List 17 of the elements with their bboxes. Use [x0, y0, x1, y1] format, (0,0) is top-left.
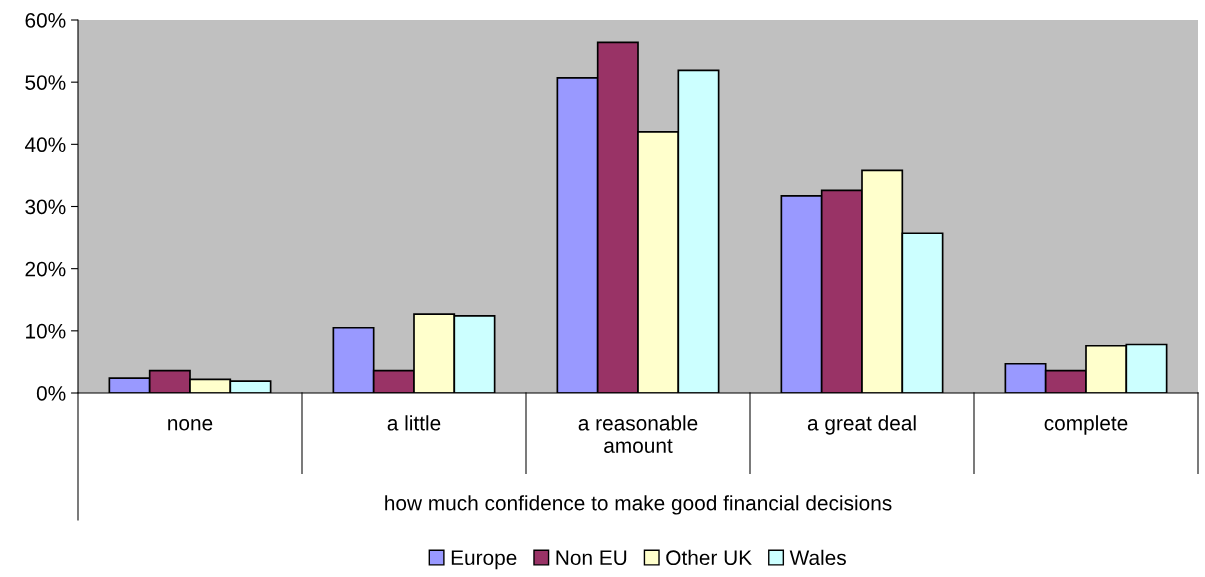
y-tick-label: 40% — [24, 137, 66, 153]
y-tick-label: 30% — [25, 199, 66, 215]
x-tick-label: complete — [1044, 415, 1128, 435]
y-tick-label: 10% — [26, 323, 66, 339]
y-tick-label: 50% — [25, 75, 66, 90]
legend-label: Non EU — [556, 550, 627, 566]
x-tick-label: a little — [387, 415, 441, 431]
x-tick-label: none — [168, 419, 213, 431]
legend-label: Europe — [451, 550, 517, 570]
y-tick-label: 60% — [25, 13, 66, 28]
x-tick-label: a reasonable amount — [578, 415, 698, 453]
y-tick-label: 0% — [36, 386, 66, 401]
legend-label: Other UK — [666, 549, 752, 566]
legend-label: Wales — [789, 549, 846, 566]
x-axis-title: how much confidence to make good financial decisions — [385, 495, 892, 515]
x-tick-label: a great deal — [807, 415, 916, 435]
y-tick-label: 20% — [25, 261, 66, 277]
